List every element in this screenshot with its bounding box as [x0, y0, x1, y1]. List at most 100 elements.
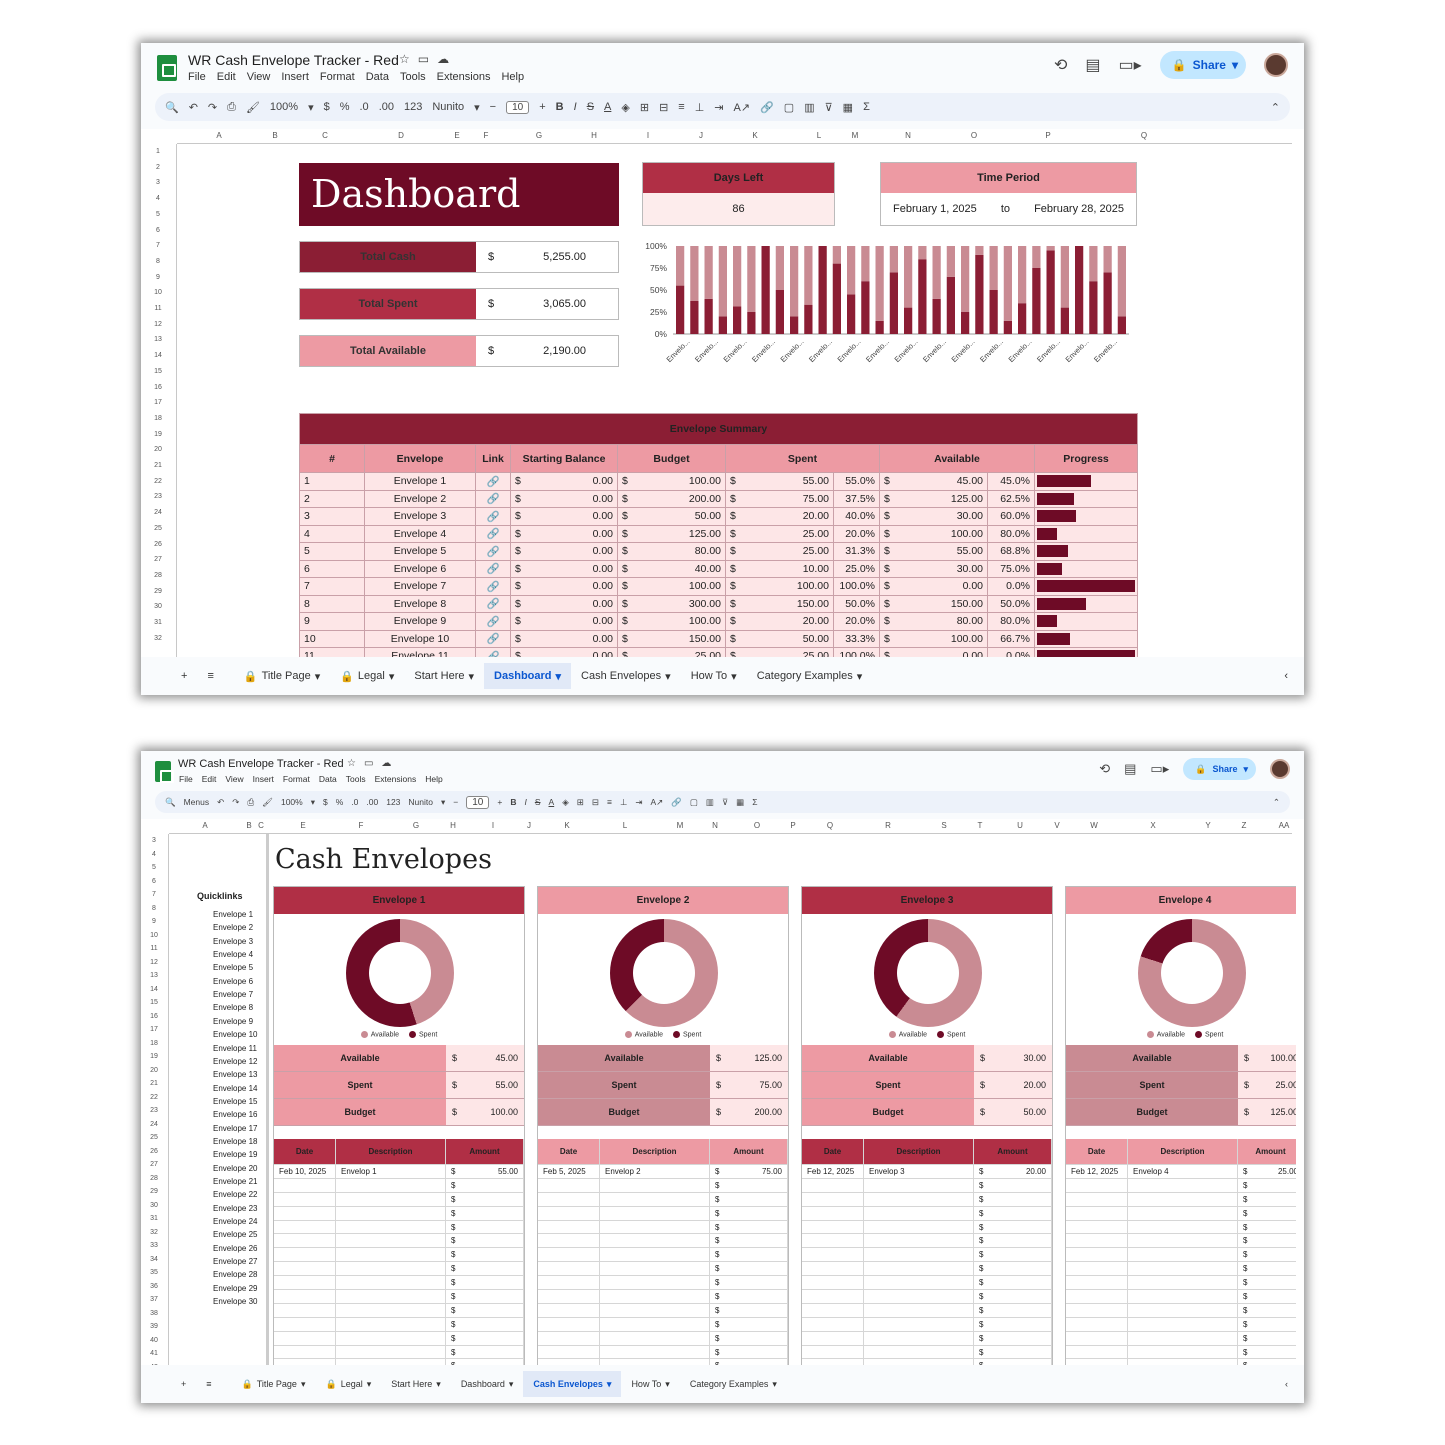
- percent-format-button[interactable]: %: [339, 101, 350, 113]
- row-header[interactable]: 8: [156, 257, 160, 265]
- increase-font-button[interactable]: +: [539, 101, 546, 113]
- bold-button[interactable]: B: [510, 797, 517, 807]
- tx-description[interactable]: [600, 1359, 710, 1365]
- column-header[interactable]: C: [322, 131, 328, 140]
- tx-amount[interactable]: $: [1238, 1193, 1296, 1206]
- bold-button[interactable]: B: [555, 101, 564, 113]
- search-menus-icon[interactable]: 🔍: [165, 101, 179, 114]
- chevron-down-icon[interactable]: ▾: [1243, 763, 1248, 774]
- filter-icon[interactable]: ⊽: [824, 101, 833, 114]
- column-header[interactable]: O: [753, 821, 761, 830]
- row-header[interactable]: 1: [156, 148, 160, 155]
- envelope-donut-chart[interactable]: [874, 919, 982, 1027]
- row-header[interactable]: 31: [150, 1215, 158, 1222]
- stat-value[interactable]: $75.00: [710, 1072, 788, 1098]
- history-icon[interactable]: ⟲: [1099, 761, 1111, 776]
- add-sheet-icon[interactable]: +: [181, 1379, 187, 1389]
- row-header[interactable]: 38: [150, 1309, 158, 1317]
- tx-date[interactable]: [802, 1331, 864, 1345]
- tx-description[interactable]: [1128, 1220, 1238, 1234]
- currency-format-button[interactable]: $: [323, 101, 330, 113]
- column-header[interactable]: D: [398, 131, 404, 140]
- tx-amount[interactable]: $: [974, 1317, 1052, 1331]
- tab-cash-envelopes[interactable]: Cash Envelopes ▾: [523, 1371, 622, 1397]
- link-cell[interactable]: 🔗: [475, 577, 511, 596]
- tx-date[interactable]: [1066, 1331, 1128, 1345]
- menu-help[interactable]: Help: [501, 71, 525, 83]
- available-cell[interactable]: $55.00: [879, 542, 988, 561]
- collapse-toolbar-icon[interactable]: ⌃: [1270, 101, 1280, 114]
- tx-description[interactable]: [336, 1276, 446, 1290]
- tx-date[interactable]: [1066, 1206, 1128, 1220]
- row-header[interactable]: 24: [154, 509, 162, 517]
- wrap-icon[interactable]: ⇥: [635, 796, 643, 807]
- comments-icon[interactable]: ▤: [1085, 57, 1101, 74]
- tx-date[interactable]: [802, 1262, 864, 1276]
- envelope-name[interactable]: Envelope 2: [364, 489, 476, 508]
- tx-description[interactable]: [1128, 1192, 1238, 1206]
- link-icon[interactable]: 🔗: [486, 510, 500, 523]
- column-header[interactable]: A: [216, 131, 222, 140]
- tx-amount[interactable]: $: [1238, 1262, 1296, 1275]
- tx-description[interactable]: Envelop 4: [1128, 1165, 1238, 1178]
- budget-cell[interactable]: $100.00: [617, 472, 726, 491]
- chevron-down-icon[interactable]: ▾: [772, 1378, 777, 1389]
- tx-date[interactable]: [1066, 1276, 1128, 1290]
- envelope-name[interactable]: Envelope 10: [364, 629, 476, 648]
- tx-description[interactable]: [600, 1345, 710, 1359]
- bar-spent[interactable]: [818, 246, 827, 334]
- spent-cell[interactable]: $150.00: [725, 594, 834, 613]
- row-header[interactable]: 9: [152, 918, 156, 925]
- spent-cell[interactable]: $55.00: [725, 472, 834, 491]
- column-header[interactable]: N: [905, 131, 911, 140]
- row-header[interactable]: 16: [150, 1012, 158, 1020]
- row-header[interactable]: 28: [150, 1174, 158, 1182]
- column-header[interactable]: E: [454, 131, 460, 140]
- tx-date[interactable]: [274, 1248, 336, 1262]
- row-header[interactable]: 31: [154, 619, 162, 626]
- row-header[interactable]: 14: [154, 352, 162, 360]
- stat-value[interactable]: $100.00: [446, 1099, 524, 1125]
- bar-spent[interactable]: [1018, 303, 1027, 334]
- row-header[interactable]: 10: [150, 931, 158, 939]
- column-header[interactable]: X: [1150, 821, 1156, 830]
- row-header[interactable]: 14: [150, 985, 158, 993]
- row-header[interactable]: 37: [150, 1296, 158, 1303]
- bar-spent[interactable]: [1003, 320, 1012, 334]
- column-header[interactable]: V: [1054, 821, 1060, 830]
- italic-button[interactable]: I: [524, 797, 527, 807]
- bar-spent[interactable]: [733, 306, 742, 334]
- row-header[interactable]: 39: [150, 1323, 158, 1330]
- link-cell[interactable]: 🔗: [475, 629, 511, 648]
- tx-amount[interactable]: $: [974, 1248, 1052, 1262]
- tx-date[interactable]: [802, 1220, 864, 1234]
- borders-icon[interactable]: ⊞: [576, 796, 584, 807]
- row-header[interactable]: 18: [154, 414, 162, 422]
- tx-amount[interactable]: $: [1238, 1290, 1296, 1303]
- filter-views-icon[interactable]: ▦: [842, 101, 854, 114]
- menu-edit[interactable]: Edit: [216, 71, 236, 83]
- tx-description[interactable]: [600, 1206, 710, 1220]
- tx-description[interactable]: [336, 1303, 446, 1317]
- tx-description[interactable]: [864, 1359, 974, 1365]
- bar-spent[interactable]: [946, 276, 955, 334]
- tx-date[interactable]: [538, 1331, 600, 1345]
- chart-icon[interactable]: ▥: [705, 796, 714, 807]
- strikethrough-button[interactable]: S: [534, 797, 541, 807]
- collapse-toolbar-icon[interactable]: ⌃: [1272, 796, 1280, 807]
- tx-amount[interactable]: $: [974, 1192, 1052, 1206]
- row-header[interactable]: 26: [154, 540, 162, 548]
- progress-stacked-chart[interactable]: 100%75%50%25%0%Envelo... Envelo... Envelo.…: [639, 239, 1139, 379]
- spent-cell[interactable]: $25.00: [725, 647, 834, 657]
- spent-cell[interactable]: $25.00: [725, 524, 834, 543]
- font-size-input[interactable]: 10: [506, 100, 530, 114]
- row-header[interactable]: 23: [154, 493, 162, 501]
- tx-date[interactable]: [274, 1262, 336, 1276]
- column-header[interactable]: L: [622, 821, 628, 830]
- link-icon[interactable]: 🔗: [486, 650, 500, 657]
- paint-format-icon[interactable]: 🖌: [262, 796, 273, 807]
- column-header[interactable]: A: [202, 821, 208, 830]
- total-cash-value[interactable]: 5,255.00: [543, 251, 586, 263]
- column-header[interactable]: K: [752, 131, 758, 140]
- column-header[interactable]: J: [699, 131, 703, 140]
